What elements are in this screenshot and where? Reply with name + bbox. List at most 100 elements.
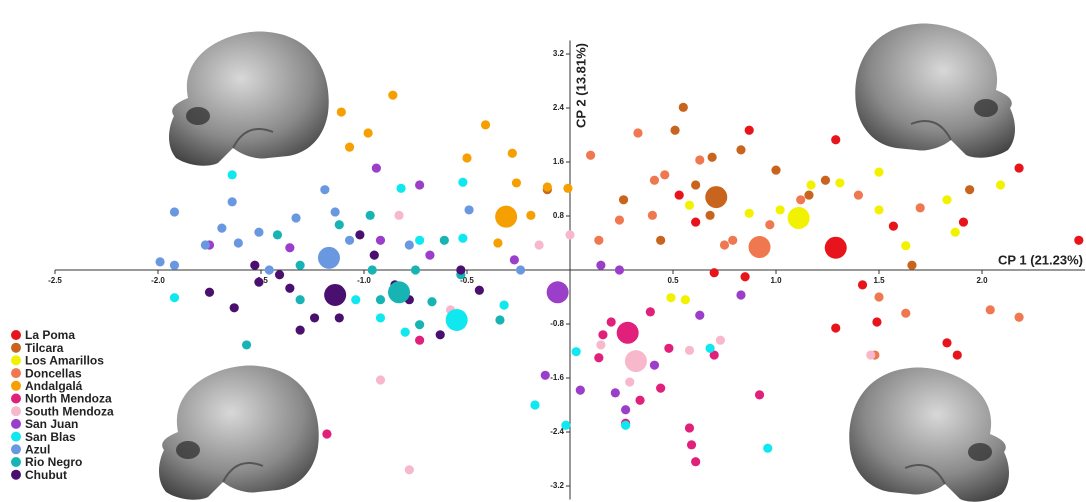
data-point [368,265,377,274]
data-point [273,230,282,239]
centroid [324,284,346,306]
data-point [874,168,883,177]
data-point [763,444,772,453]
data-point [464,205,473,214]
legend-swatch [11,432,21,442]
data-point [607,317,616,326]
data-point [425,251,434,260]
data-point [687,440,696,449]
data-point [907,261,916,270]
data-point [691,217,700,226]
data-point [1074,236,1083,245]
data-point [596,340,605,349]
data-point [656,236,665,245]
data-point [736,290,745,299]
skull-image [169,32,329,166]
legend-swatch [11,394,21,404]
data-point [596,261,605,270]
data-point [510,255,519,264]
data-point [234,238,243,247]
skull-image [855,24,1015,158]
centroid [388,281,410,303]
legend-swatch [11,368,21,378]
x-tick-label: 0.5 [667,276,679,285]
data-point [765,220,774,229]
centroid [547,281,569,303]
data-point [456,265,465,274]
data-point [695,311,704,320]
data-point [415,320,424,329]
data-point [745,126,754,135]
data-point [458,234,467,243]
data-point [1014,313,1023,322]
x-tick-label: -2.0 [151,276,165,285]
data-point [401,328,410,337]
data-point [771,166,780,175]
data-point [858,280,867,289]
data-point [320,185,329,194]
legend: La PomaTilcaraLos AmarillosDoncellasAnda… [11,328,114,482]
data-point [776,205,785,214]
data-point [901,241,910,250]
data-point [355,230,364,239]
data-point [335,220,344,229]
x-axis-title: CP 1 (21.23%) [998,252,1083,267]
data-point [376,375,385,384]
data-point [372,163,381,172]
data-point [691,180,700,189]
data-point [228,170,237,179]
page: {"chart_data": {"type": "scatter", "xlab… [0,0,1086,502]
data-point [331,207,340,216]
data-point [835,178,844,187]
data-point [710,268,719,277]
data-point [351,295,360,304]
data-point [440,236,449,245]
data-point [901,309,910,318]
data-point [254,228,263,237]
data-point [427,297,436,306]
data-point [986,305,995,314]
data-point [666,293,675,302]
data-point [535,240,544,249]
y-tick-label: 2.4 [553,103,565,112]
data-point [755,390,764,399]
data-point [854,190,863,199]
y-tick-label: 0.8 [553,211,565,220]
data-point [170,207,179,216]
data-point [598,330,607,339]
data-point [806,180,815,189]
y-axis-title: CP 2 (13.81%) [573,43,588,128]
data-point [650,176,659,185]
data-point [708,153,717,162]
data-point [462,153,471,162]
data-point [720,240,729,249]
data-point [691,457,700,466]
data-point [376,236,385,245]
y-tick-label: -2.4 [550,427,564,436]
data-point [394,211,403,220]
data-point [741,272,750,281]
data-point [415,236,424,245]
data-point [831,323,840,332]
data-point [705,211,714,220]
centroid [788,207,810,229]
data-point [201,240,210,249]
data-point [635,396,644,405]
data-point [866,350,875,359]
data-point [648,211,657,220]
data-point [155,257,164,266]
data-point [1014,163,1023,172]
data-point [337,107,346,116]
data-point [512,178,521,187]
data-point [633,128,642,137]
data-point [716,336,725,345]
y-tick-label: 3.2 [553,49,565,58]
centroid [318,247,340,269]
data-point [953,350,962,359]
data-point [831,135,840,144]
data-point [621,421,630,430]
data-point [563,184,572,193]
data-point [436,330,445,339]
centroid [749,236,771,258]
y-tick-label: -1.6 [550,373,564,382]
